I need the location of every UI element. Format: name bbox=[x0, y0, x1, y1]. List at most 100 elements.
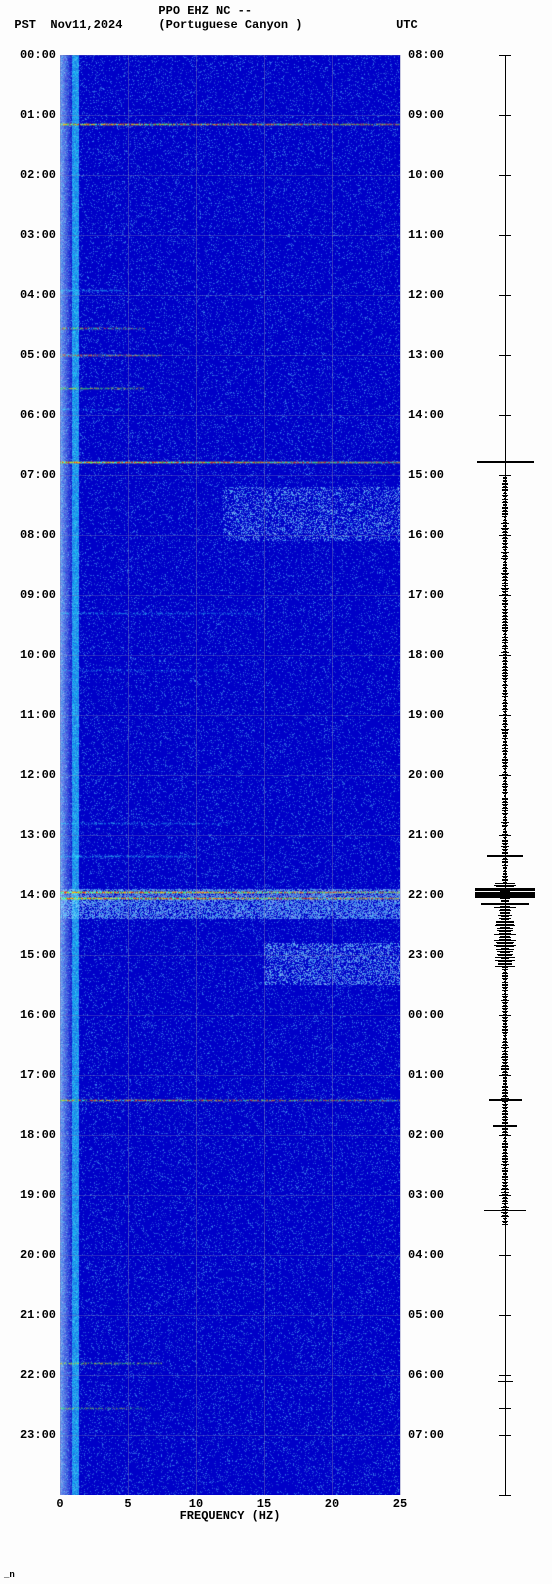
gridline-horizontal bbox=[60, 715, 400, 716]
gridline-horizontal bbox=[60, 55, 400, 56]
amplitude-hour-tick bbox=[499, 115, 511, 116]
amplitude-hour-tick bbox=[499, 295, 511, 296]
utc-tick-label: 11:00 bbox=[408, 228, 458, 242]
amplitude-hour-tick bbox=[499, 1435, 511, 1436]
gridline-horizontal bbox=[60, 1015, 400, 1016]
gridline-horizontal bbox=[60, 235, 400, 236]
utc-tick-label: 08:00 bbox=[408, 48, 458, 62]
gridline-horizontal bbox=[60, 1255, 400, 1256]
pst-tick-label: 16:00 bbox=[6, 1008, 56, 1022]
gridline-horizontal bbox=[60, 895, 400, 896]
amplitude-spike bbox=[499, 475, 511, 476]
gridline-horizontal bbox=[60, 775, 400, 776]
amplitude-spike bbox=[499, 1408, 511, 1409]
pst-tick-label: 22:00 bbox=[6, 1368, 56, 1382]
pst-tick-label: 07:00 bbox=[6, 468, 56, 482]
gridline-horizontal bbox=[60, 115, 400, 116]
gridline-horizontal bbox=[60, 655, 400, 656]
pst-tick-label: 01:00 bbox=[6, 108, 56, 122]
amplitude-noise bbox=[502, 1224, 507, 1225]
utc-tick-label: 05:00 bbox=[408, 1308, 458, 1322]
x-tick-label: 5 bbox=[124, 1497, 131, 1511]
header-line1: PPO EHZ NC -- bbox=[0, 4, 552, 18]
pst-tick-label: 03:00 bbox=[6, 228, 56, 242]
amplitude-hour-tick bbox=[499, 235, 511, 236]
pst-tick-label: 11:00 bbox=[6, 708, 56, 722]
utc-tick-label: 20:00 bbox=[408, 768, 458, 782]
pst-tick-label: 06:00 bbox=[6, 408, 56, 422]
pst-tick-label: 05:00 bbox=[6, 348, 56, 362]
utc-tick-label: 19:00 bbox=[408, 708, 458, 722]
utc-tick-label: 06:00 bbox=[408, 1368, 458, 1382]
pst-tick-label: 02:00 bbox=[6, 168, 56, 182]
utc-tick-label: 12:00 bbox=[408, 288, 458, 302]
utc-tick-label: 17:00 bbox=[408, 588, 458, 602]
pst-tick-label: 21:00 bbox=[6, 1308, 56, 1322]
amplitude-noise bbox=[495, 966, 515, 967]
gridline-horizontal bbox=[60, 1135, 400, 1136]
utc-tick-label: 18:00 bbox=[408, 648, 458, 662]
pst-tick-label: 14:00 bbox=[6, 888, 56, 902]
header-line2: PST Nov11,2024 (Portuguese Canyon ) UTC bbox=[0, 18, 552, 32]
amplitude-spike bbox=[496, 925, 514, 926]
amplitude-hour-tick bbox=[499, 55, 511, 56]
gridline-horizontal bbox=[60, 595, 400, 596]
gridline-horizontal bbox=[60, 175, 400, 176]
gridline-vertical bbox=[400, 55, 401, 1495]
utc-tick-label: 13:00 bbox=[408, 348, 458, 362]
amplitude-spike bbox=[475, 897, 535, 898]
utc-tick-label: 21:00 bbox=[408, 828, 458, 842]
amplitude-hour-tick bbox=[499, 1495, 511, 1496]
x-tick-label: 0 bbox=[56, 1497, 63, 1511]
amplitude-trace-panel bbox=[475, 55, 535, 1495]
pst-tick-label: 15:00 bbox=[6, 948, 56, 962]
gridline-horizontal bbox=[60, 1195, 400, 1196]
gridline-horizontal bbox=[60, 835, 400, 836]
amplitude-hour-tick bbox=[499, 1255, 511, 1256]
utc-tick-label: 01:00 bbox=[408, 1068, 458, 1082]
gridline-horizontal bbox=[60, 955, 400, 956]
amplitude-hour-tick bbox=[499, 415, 511, 416]
utc-tick-label: 14:00 bbox=[408, 408, 458, 422]
gridline-horizontal bbox=[60, 1435, 400, 1436]
amplitude-hour-tick bbox=[499, 1315, 511, 1316]
utc-tick-label: 16:00 bbox=[408, 528, 458, 542]
utc-tick-label: 09:00 bbox=[408, 108, 458, 122]
amplitude-hour-tick bbox=[499, 355, 511, 356]
chart-header: PPO EHZ NC -- PST Nov11,2024 (Portuguese… bbox=[0, 4, 552, 32]
utc-tick-label: 03:00 bbox=[408, 1188, 458, 1202]
pst-tick-label: 20:00 bbox=[6, 1248, 56, 1262]
pst-tick-label: 04:00 bbox=[6, 288, 56, 302]
pst-tick-label: 23:00 bbox=[6, 1428, 56, 1442]
utc-tick-label: 02:00 bbox=[408, 1128, 458, 1142]
x-tick-label: 20 bbox=[325, 1497, 339, 1511]
pst-tick-label: 00:00 bbox=[6, 48, 56, 62]
amplitude-spike bbox=[493, 1126, 517, 1127]
x-tick-label: 25 bbox=[393, 1497, 407, 1511]
x-axis-label: FREQUENCY (HZ) bbox=[180, 1509, 281, 1523]
amplitude-spike bbox=[498, 1381, 513, 1382]
pst-tick-label: 12:00 bbox=[6, 768, 56, 782]
pst-tick-label: 13:00 bbox=[6, 828, 56, 842]
pst-tick-label: 19:00 bbox=[6, 1188, 56, 1202]
utc-tick-label: 07:00 bbox=[408, 1428, 458, 1442]
gridline-horizontal bbox=[60, 1075, 400, 1076]
gridline-horizontal bbox=[60, 1375, 400, 1376]
gridline-horizontal bbox=[60, 1315, 400, 1316]
utc-tick-label: 23:00 bbox=[408, 948, 458, 962]
amplitude-spike bbox=[481, 904, 529, 905]
gridline-horizontal bbox=[60, 415, 400, 416]
utc-tick-label: 04:00 bbox=[408, 1248, 458, 1262]
pst-tick-label: 17:00 bbox=[6, 1068, 56, 1082]
gridline-horizontal bbox=[60, 475, 400, 476]
amplitude-spike bbox=[487, 856, 523, 857]
pst-tick-label: 10:00 bbox=[6, 648, 56, 662]
pst-tick-label: 18:00 bbox=[6, 1128, 56, 1142]
amplitude-hour-tick bbox=[499, 175, 511, 176]
gridline-horizontal bbox=[60, 535, 400, 536]
amplitude-spike bbox=[489, 1100, 522, 1101]
utc-tick-label: 00:00 bbox=[408, 1008, 458, 1022]
amplitude-spike bbox=[475, 890, 535, 891]
amplitude-hour-tick bbox=[499, 1375, 511, 1376]
amplitude-spike bbox=[477, 462, 534, 463]
